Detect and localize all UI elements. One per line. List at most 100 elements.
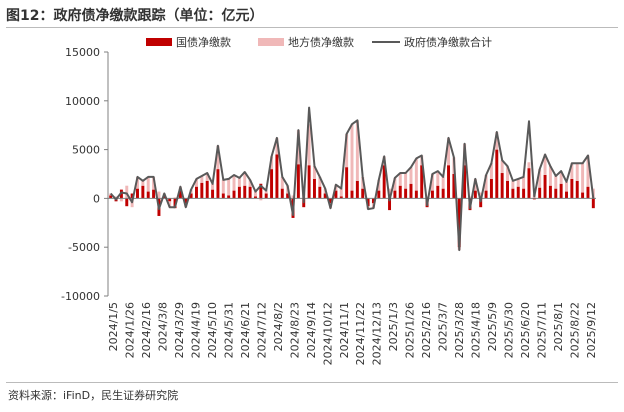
source-note: 资料来源：iFinD，民生证券研究院: [8, 389, 179, 402]
bar-guozhai: [398, 185, 402, 199]
y-axis: -10000 -5000 0 5000 10000 15000: [61, 46, 109, 303]
x-tick-label: 2025/6/20: [519, 302, 532, 358]
bar-guozhai: [538, 187, 542, 199]
bar-difang: [168, 201, 172, 208]
bar-guozhai: [243, 185, 247, 199]
bar-guozhai: [286, 193, 290, 199]
x-tick-label: 2024/11/22: [354, 302, 367, 365]
bar-difang: [473, 178, 477, 191]
bar-difang: [350, 124, 354, 191]
bar-guozhai: [136, 188, 139, 199]
bar-guozhai: [393, 190, 397, 199]
bar-guozhai: [441, 188, 445, 199]
bar-guozhai: [334, 190, 338, 199]
x-tick-label: 2025/3/28: [453, 302, 466, 358]
bar-guozhai: [452, 174, 456, 199]
bar-difang: [538, 169, 542, 188]
x-tick-label: 2024/5/31: [222, 302, 235, 358]
bar-difang: [227, 178, 231, 196]
x-tick-label: 2024/6/21: [239, 302, 252, 358]
bar-difang: [447, 137, 451, 166]
x-tick-label: 2024/12/13: [371, 302, 384, 365]
bar-difang: [575, 163, 579, 181]
bar-difang: [264, 190, 268, 194]
bar-guozhai: [548, 185, 552, 199]
bar-difang: [307, 124, 311, 166]
bar-guozhai: [189, 193, 193, 199]
bar-guozhai: [500, 173, 504, 199]
bar-difang: [125, 185, 129, 199]
x-tick-label: 2025/2/16: [420, 302, 433, 358]
bar-difang: [141, 180, 145, 186]
legend: 国债净缴款 地方债净缴款 政府债净缴款合计: [146, 35, 492, 49]
bar-difang: [146, 176, 150, 192]
x-tick-labels: 2024/1/5 2024/1/26 2024/2/16 2024/3/8 2024/3…: [107, 302, 598, 365]
bar-difang: [554, 175, 558, 189]
bar-guozhai: [447, 165, 451, 199]
bar-guozhai: [457, 198, 461, 248]
bar-difang: [441, 176, 445, 189]
bar-guozhai: [237, 186, 241, 199]
bar-guozhai: [162, 196, 166, 199]
x-tick-label: 2024/8/23: [288, 302, 301, 358]
bar-guozhai: [264, 193, 268, 199]
bar-guozhai: [420, 165, 424, 199]
bar-guozhai: [404, 188, 408, 199]
x-tick-label: 2025/1/3: [387, 302, 400, 351]
bar-difang: [511, 180, 515, 189]
bar-guozhai: [463, 165, 467, 199]
bar-guozhai: [323, 193, 327, 199]
bar-guozhai: [414, 190, 418, 199]
bar-marks: [109, 120, 595, 251]
bar-difang: [339, 188, 343, 197]
bar-guozhai: [430, 190, 434, 199]
bar-difang: [318, 176, 322, 187]
bar-difang: [280, 176, 284, 189]
bar-guozhai: [221, 193, 225, 199]
bar-guozhai: [436, 185, 440, 199]
bar-difang: [211, 183, 215, 190]
y-tick-label: 5000: [72, 144, 100, 157]
bar-guozhai: [259, 183, 263, 199]
bar-guozhai: [109, 195, 113, 199]
bar-guozhai: [350, 190, 354, 199]
bar-guozhai: [570, 178, 574, 199]
bar-guozhai: [479, 198, 483, 208]
bar-guozhai: [152, 189, 156, 199]
bar-guozhai: [506, 180, 509, 199]
bar-guozhai: [248, 186, 252, 199]
bar-difang: [355, 120, 359, 181]
bar-guozhai: [318, 186, 322, 199]
bar-guozhai: [473, 190, 477, 199]
y-tick-label: 15000: [65, 46, 100, 59]
x-tick-label: 2025/5/30: [503, 302, 516, 358]
x-tick-label: 2024/8/2: [272, 302, 285, 351]
bar-difang: [237, 177, 241, 187]
bar-guozhai: [178, 188, 182, 199]
bar-guozhai: [125, 198, 129, 207]
bar-difang: [409, 167, 413, 184]
bar-difang: [522, 176, 526, 189]
x-tick-label: 2024/5/10: [206, 302, 219, 358]
bar-guozhai: [495, 149, 499, 199]
figure-title: 图12：政府债净缴款跟踪（单位：亿元）: [6, 8, 264, 24]
bar-difang: [119, 198, 123, 202]
bar-difang: [248, 179, 252, 187]
bar-guozhai: [355, 180, 359, 199]
x-tick-label: 2024/4/19: [189, 302, 202, 358]
bar-difang: [200, 175, 204, 183]
bar-guozhai: [296, 164, 300, 199]
line-series-total: [109, 106, 595, 252]
bar-difang: [345, 133, 349, 168]
x-tick-label: 2024/3/29: [173, 302, 186, 358]
bar-guozhai: [329, 198, 333, 204]
bar-difang: [430, 174, 434, 191]
bar-guozhai: [366, 198, 370, 207]
bar-difang: [205, 173, 209, 181]
source-divider: [6, 382, 618, 383]
bar-guozhai: [211, 189, 215, 199]
x-tick-label: 2025/4/18: [470, 302, 483, 358]
bar-difang: [436, 171, 440, 186]
bar-guozhai: [345, 167, 349, 199]
x-tick-label: 2025/8/1: [552, 302, 565, 351]
